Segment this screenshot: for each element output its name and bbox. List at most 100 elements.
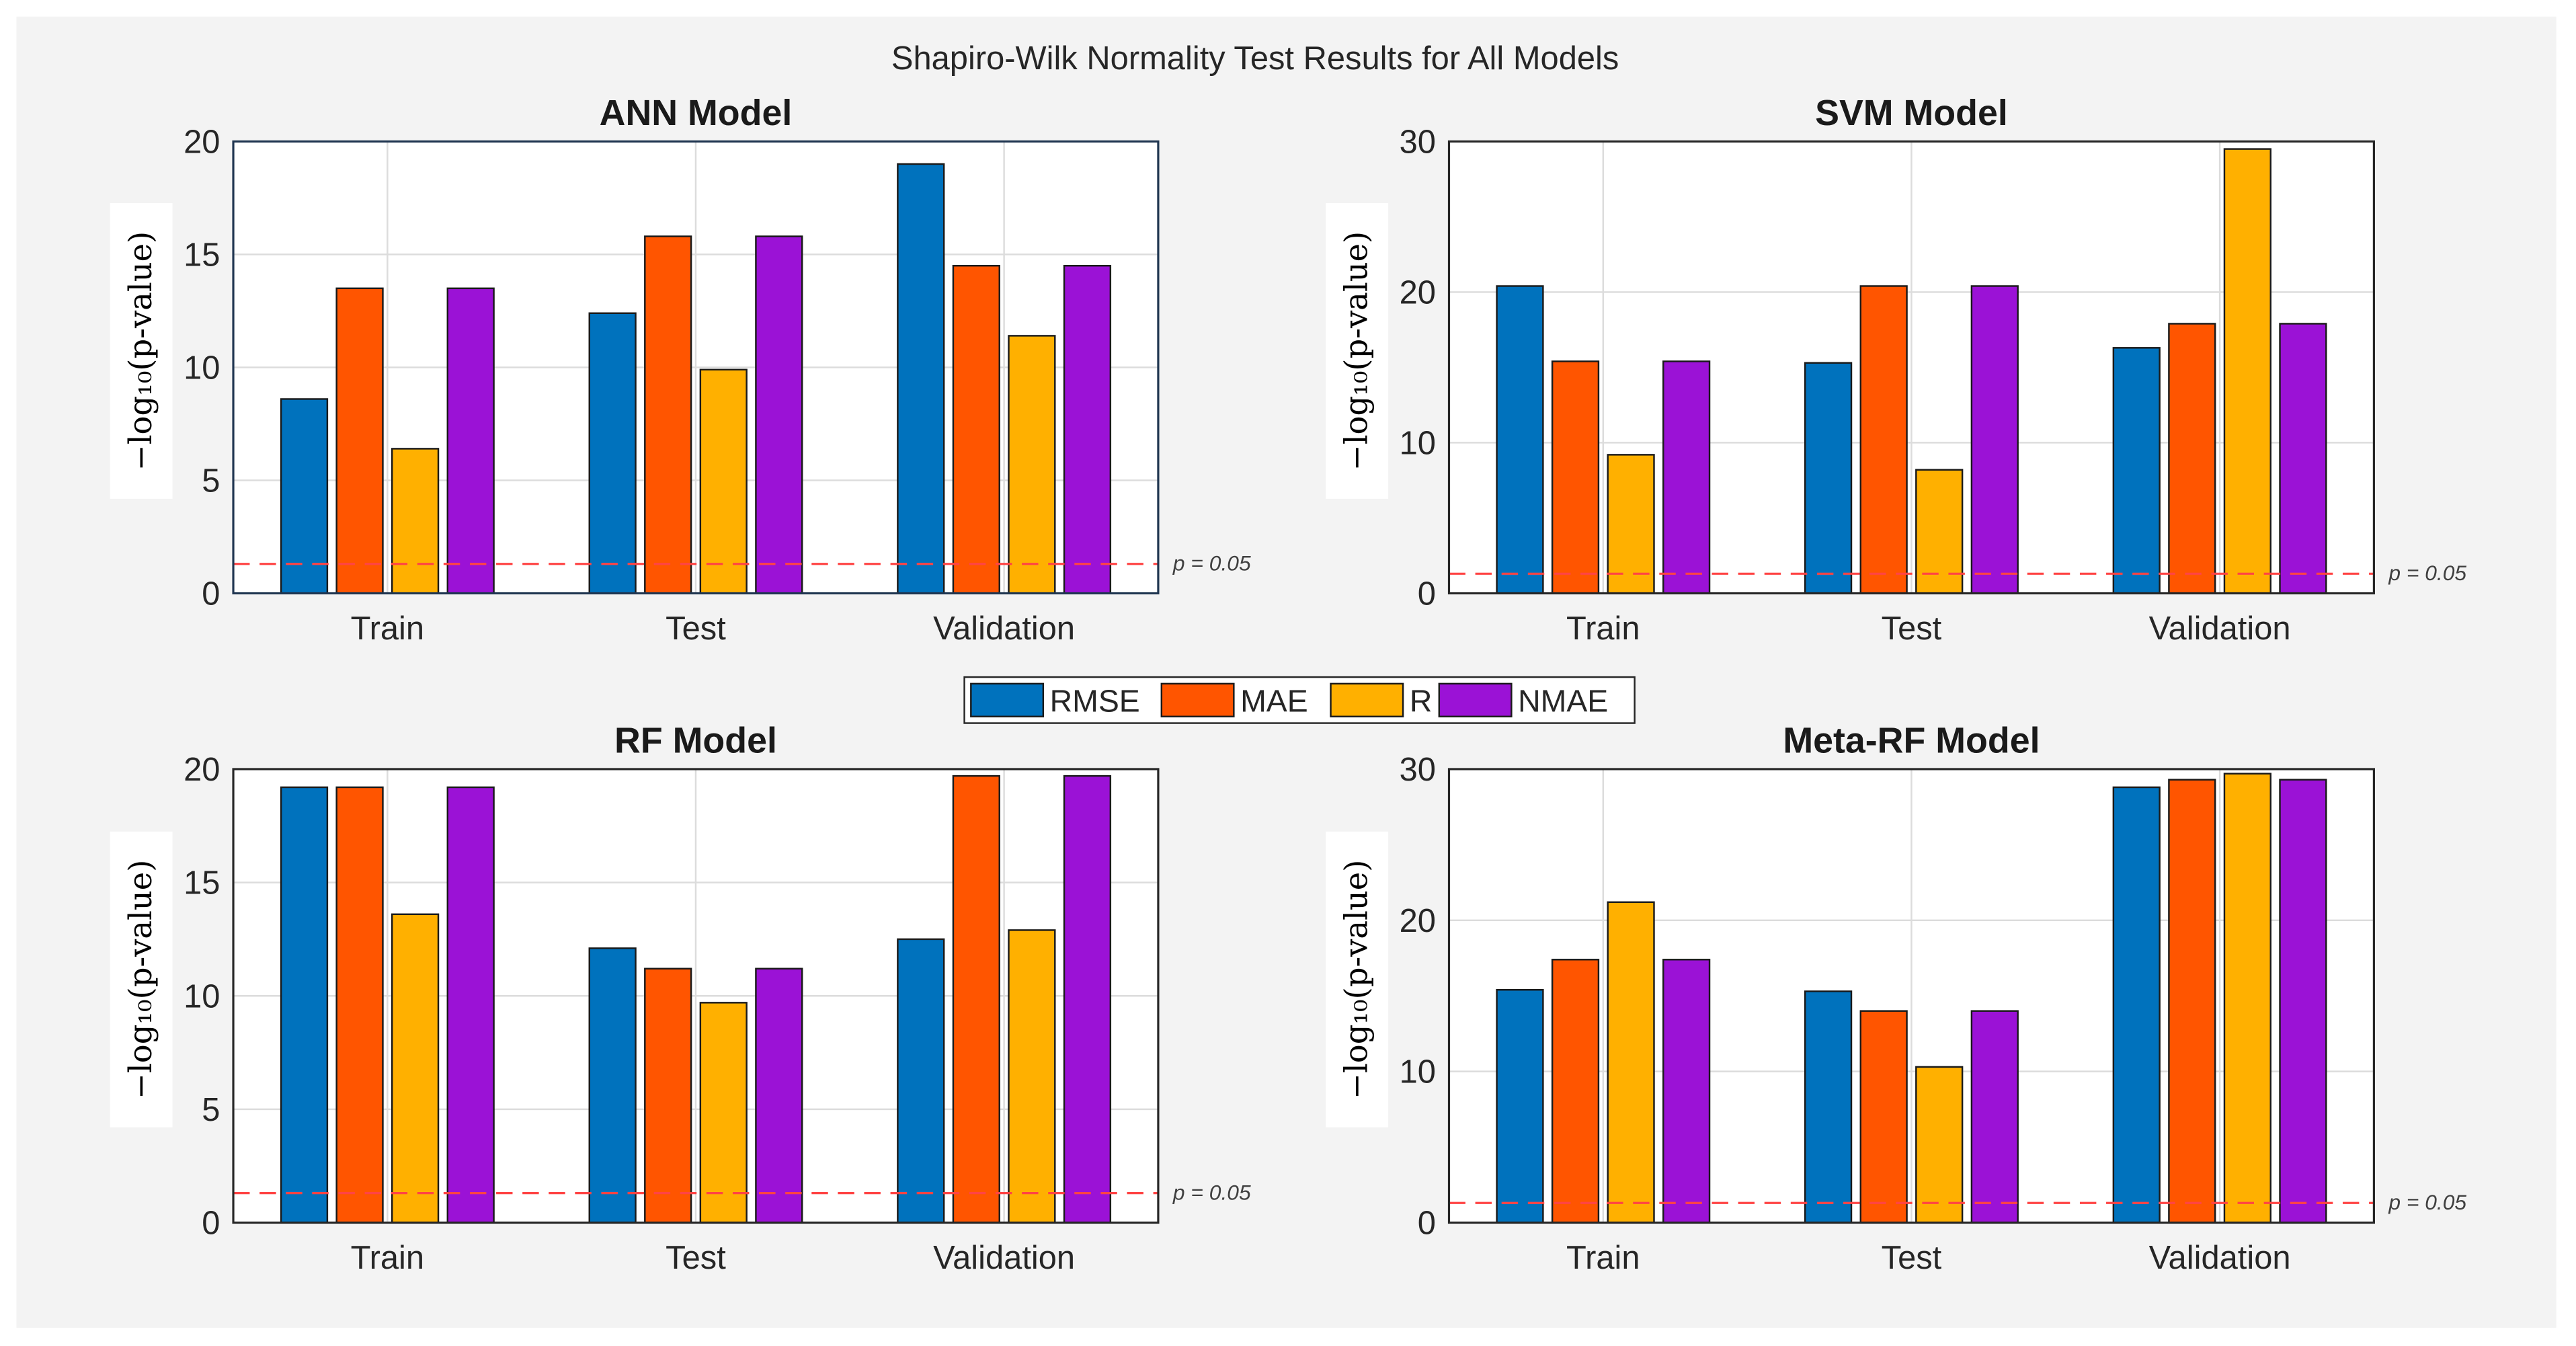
y-tick-label: 15 — [184, 865, 220, 902]
y-tick-label: 30 — [1400, 752, 1436, 788]
bar-r-train — [391, 448, 440, 594]
y-label-background — [1326, 831, 1389, 1127]
x-tick-label: Test — [666, 610, 726, 647]
bar-rmse-validation — [897, 163, 945, 594]
y-tick-label: 10 — [184, 978, 220, 1015]
bar-rmse-test — [1804, 990, 1853, 1224]
y-tick-label: 10 — [1400, 1054, 1436, 1091]
axes-frame — [1447, 768, 2375, 1224]
x-tick-label: Validation — [933, 1240, 1075, 1276]
bar-r-test — [1915, 1066, 1964, 1224]
y-tick-label: 20 — [1400, 903, 1436, 939]
legend-box — [963, 676, 1636, 724]
bar-rmse-test — [588, 947, 637, 1224]
x-tick-label: Train — [1566, 610, 1640, 647]
legend: RMSE MAE R NMAE — [963, 676, 1636, 724]
subplot-title: Meta-RF Model — [1783, 721, 2040, 761]
y-tick-label: 5 — [202, 1092, 220, 1128]
y-tick-label: 0 — [1418, 1205, 1436, 1242]
bar-nmae-test — [1970, 285, 2019, 594]
legend-swatch-nmae — [1438, 682, 1513, 717]
bar-nmae-validation — [1063, 775, 1112, 1224]
bar-nmae-train — [446, 287, 495, 594]
bar-mae-train — [1551, 959, 1600, 1224]
bar-mae-train — [335, 287, 384, 594]
legend-label-nmae: NMAE — [1518, 683, 1608, 718]
bar-rmse-validation — [897, 938, 945, 1224]
ann-model-subplot: 0 5 10 15 20 Train Test Validation p = 0.05 ANN M… — [110, 93, 1251, 647]
bar-mae-train — [1551, 360, 1600, 594]
axes-frame — [1447, 140, 2375, 595]
legend-swatch-mae — [1160, 682, 1235, 717]
y-tick-label: 10 — [184, 350, 220, 387]
x-tick-label: Validation — [2149, 1240, 2291, 1276]
rf-model-subplot: 0 5 10 15 20 Train Test Validation p = 0.05 RF Mo… — [110, 721, 1251, 1276]
bar-r-train — [1607, 454, 1655, 594]
threshold-label: p = 0.05 — [1172, 551, 1251, 576]
y-axis-label: −log₁₀(p-value) — [1338, 860, 1374, 1099]
bar-rmse-validation — [2112, 786, 2161, 1224]
subplot-title: RF Model — [614, 721, 777, 761]
legend-swatch-rmse — [970, 682, 1045, 717]
bar-r-validation — [2223, 148, 2271, 594]
y-tick-label: 5 — [202, 463, 220, 500]
bar-mae-test — [644, 235, 692, 594]
y-tick-label: 15 — [184, 237, 220, 274]
x-tick-label: Validation — [933, 610, 1075, 647]
x-tick-label: Test — [1882, 1240, 1942, 1276]
bar-rmse-train — [1496, 285, 1544, 594]
bar-rmse-train — [280, 398, 329, 594]
legend-label-r: R — [1410, 683, 1433, 718]
bar-r-test — [699, 368, 748, 594]
bar-nmae-validation — [1063, 265, 1112, 594]
bar-mae-validation — [952, 775, 1000, 1224]
bar-rmse-train — [280, 786, 329, 1224]
bar-rmse-test — [588, 312, 637, 594]
bar-r-test — [699, 1002, 748, 1224]
bar-mae-validation — [952, 265, 1000, 594]
threshold-label: p = 0.05 — [2388, 561, 2466, 585]
bar-mae-validation — [2168, 779, 2216, 1224]
bar-mae-test — [644, 967, 692, 1224]
bar-nmae-test — [755, 967, 803, 1224]
bar-rmse-validation — [2112, 347, 2161, 594]
y-tick-label: 0 — [202, 576, 220, 612]
bar-r-train — [1607, 901, 1655, 1224]
axes-frame — [232, 768, 1160, 1224]
bar-r-test — [1915, 469, 1964, 594]
threshold-label: p = 0.05 — [1172, 1180, 1251, 1204]
legend-label-rmse: RMSE — [1050, 683, 1140, 718]
x-tick-label: Train — [1566, 1240, 1640, 1276]
y-tick-label: 0 — [1418, 576, 1436, 612]
x-tick-label: Validation — [2149, 610, 2291, 647]
bar-mae-test — [1859, 285, 1908, 594]
legend-label-mae: MAE — [1240, 683, 1308, 718]
x-tick-label: Test — [1882, 610, 1942, 647]
meta-rf-model-subplot: 0 10 20 30 Train Test Validation p = 0.05 Meta-R… — [1326, 721, 2466, 1276]
figure-title: Shapiro-Wilk Normality Test Results for … — [891, 40, 1619, 77]
bar-r-validation — [2223, 773, 2271, 1224]
legend-swatch-r — [1330, 682, 1404, 717]
bar-r-train — [391, 913, 440, 1224]
bar-nmae-train — [1662, 360, 1711, 594]
y-tick-label: 30 — [1400, 124, 1436, 161]
bar-mae-validation — [2168, 323, 2216, 594]
svm-model-subplot: 0 10 20 30 Train Test Validation p = 0.05 SVM Mo… — [1326, 93, 2466, 647]
y-label-background — [1326, 203, 1389, 499]
bar-nmae-train — [446, 786, 495, 1224]
bar-nmae-test — [1970, 1010, 2019, 1224]
bar-nmae-test — [755, 235, 803, 594]
y-axis-label: −log₁₀(p-value) — [122, 860, 159, 1099]
bar-r-validation — [1008, 929, 1056, 1224]
x-tick-label: Train — [351, 610, 425, 647]
bar-mae-test — [1859, 1010, 1908, 1224]
bar-mae-train — [335, 786, 384, 1224]
bar-rmse-test — [1804, 362, 1853, 594]
subplot-title: ANN Model — [600, 93, 793, 133]
bar-nmae-train — [1662, 959, 1711, 1224]
y-label-background — [110, 203, 173, 499]
y-axis-label: −log₁₀(p-value) — [122, 231, 159, 471]
y-tick-label: 20 — [184, 124, 220, 161]
bar-nmae-validation — [2279, 779, 2327, 1224]
bar-rmse-train — [1496, 989, 1544, 1224]
